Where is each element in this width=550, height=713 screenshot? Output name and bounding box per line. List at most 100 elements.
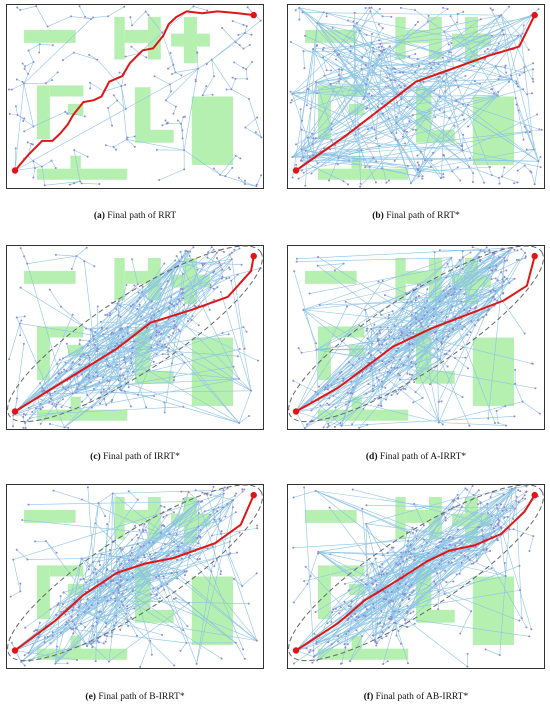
tree-edge	[381, 46, 447, 75]
tree-node	[126, 136, 129, 139]
tree-node	[303, 486, 306, 489]
tree-edge	[93, 289, 183, 337]
tree-node	[49, 394, 52, 397]
tree-node	[96, 375, 99, 378]
tree-node	[78, 339, 81, 342]
tree-node	[132, 346, 135, 349]
tree-node	[364, 64, 367, 67]
tree-node	[311, 661, 314, 664]
tree-node	[115, 582, 118, 585]
tree-node	[418, 170, 421, 173]
tree-node	[351, 364, 354, 367]
tree-node	[332, 608, 335, 611]
tree-node	[56, 71, 59, 74]
tree-edge	[303, 51, 305, 69]
tree-node	[425, 541, 428, 544]
tree-edge	[88, 329, 92, 379]
tree-edge	[53, 490, 82, 500]
tree-node	[108, 380, 111, 383]
tree-edge	[127, 571, 187, 607]
tree-node	[365, 392, 368, 395]
tree-node	[27, 406, 30, 409]
tree-node	[438, 249, 441, 252]
tree-edge	[514, 383, 523, 402]
tree-node	[416, 161, 419, 164]
tree-node	[138, 528, 141, 531]
tree-edge	[66, 558, 82, 609]
tree-edge	[112, 349, 240, 424]
tree-edge	[364, 54, 380, 97]
tree-node	[315, 342, 318, 345]
tree-node	[73, 149, 76, 152]
tree-node	[316, 92, 319, 95]
tree-node	[337, 80, 340, 83]
tree-node	[366, 107, 369, 110]
tree-node	[104, 625, 107, 628]
tree-node	[400, 556, 403, 559]
tree-edge	[327, 278, 515, 424]
tree-node	[32, 125, 35, 128]
tree-node	[464, 356, 467, 359]
tree-edge	[340, 325, 360, 339]
tree-node	[373, 128, 376, 131]
tree-edge	[445, 91, 539, 162]
tree-node	[234, 154, 237, 157]
tree-edge	[232, 491, 243, 501]
tree-node	[436, 572, 439, 575]
tree-node	[220, 530, 223, 533]
tree-node	[201, 262, 204, 265]
tree-edge	[306, 278, 507, 425]
tree-node	[343, 643, 346, 646]
tree-node	[445, 352, 448, 355]
tree-node	[119, 579, 122, 582]
tree-edge	[95, 523, 121, 549]
tree-node	[406, 301, 409, 304]
tree-node	[342, 377, 345, 380]
tree-node	[532, 535, 535, 538]
obstacle	[305, 270, 357, 284]
goal-point	[531, 491, 538, 499]
tree-node	[415, 537, 418, 540]
tree-node	[365, 329, 368, 332]
tree-node	[345, 305, 348, 308]
tree-node	[398, 582, 401, 585]
tree-node	[144, 10, 147, 13]
tree-node	[372, 46, 375, 49]
obstacle	[317, 409, 409, 421]
tree-node	[76, 375, 79, 378]
tree-node	[321, 48, 324, 51]
tree-node	[78, 358, 81, 361]
tree-node	[383, 622, 386, 625]
tree-edge	[207, 246, 213, 253]
tree-node	[305, 104, 308, 107]
tree-node	[221, 268, 224, 271]
tree-node	[124, 108, 127, 111]
obstacle	[348, 344, 365, 356]
tree-edge	[165, 68, 199, 101]
tree-edge	[515, 487, 523, 619]
tree-node	[464, 487, 467, 490]
tree-node	[179, 250, 182, 253]
tree-edge	[175, 72, 182, 76]
tree-node	[119, 576, 122, 579]
obstacle	[36, 326, 50, 381]
tree-node	[502, 291, 505, 294]
tree-node	[19, 247, 22, 250]
tree-node	[531, 77, 534, 80]
tree-node	[381, 279, 384, 282]
tree-node	[301, 119, 304, 122]
tree-edge	[417, 149, 534, 171]
tree-node	[334, 144, 337, 147]
tree-node	[83, 260, 86, 263]
tree-edge	[166, 305, 206, 348]
tree-edge	[47, 592, 114, 638]
tree-node	[230, 88, 233, 91]
tree-node	[442, 6, 445, 9]
tree-node	[91, 624, 94, 627]
tree-node	[295, 163, 298, 166]
tree-node	[62, 357, 65, 360]
tree-node	[221, 506, 224, 509]
tree-node	[516, 82, 519, 85]
tree-edge	[295, 563, 373, 651]
tree-node	[409, 552, 412, 555]
